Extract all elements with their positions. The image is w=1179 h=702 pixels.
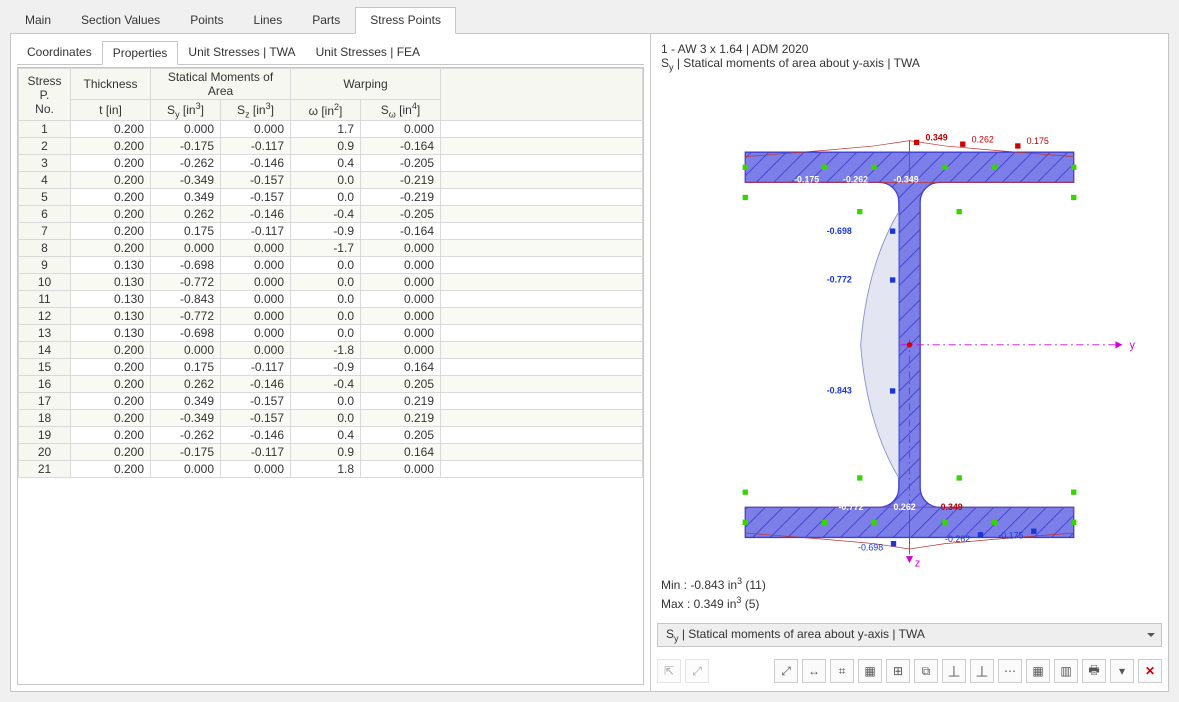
- table-row[interactable]: 50.2000.349-0.1570.0-0.219: [19, 189, 643, 206]
- viewer-tool-13[interactable]: ✕: [1138, 659, 1162, 683]
- svg-text:0.262: 0.262: [972, 135, 994, 145]
- main-tab-bar: MainSection ValuesPointsLinesPartsStress…: [10, 6, 1169, 34]
- svg-text:0.349: 0.349: [941, 502, 963, 512]
- viewer-tool-5[interactable]: ⧉: [914, 659, 938, 683]
- svg-text:-0.843: -0.843: [827, 386, 852, 396]
- col-t: t [in]: [71, 100, 151, 121]
- col-statical-group: Statical Moments of Area: [151, 69, 291, 100]
- sub-tab-properties[interactable]: Properties: [102, 41, 179, 65]
- svg-text:-0.262: -0.262: [843, 175, 868, 185]
- table-row[interactable]: 140.2000.0000.000-1.80.000: [19, 342, 643, 359]
- col-sw: Sω [in4]: [361, 100, 441, 121]
- viewer-tool-12[interactable]: ▾: [1110, 659, 1134, 683]
- sub-tab-unit-stresses-twa[interactable]: Unit Stresses | TWA: [178, 41, 305, 65]
- svg-text:-0.698: -0.698: [827, 226, 852, 236]
- table-row[interactable]: 90.130-0.6980.0000.00.000: [19, 257, 643, 274]
- viewer-tool-9[interactable]: ▦: [1026, 659, 1050, 683]
- main-tab-lines[interactable]: Lines: [239, 7, 298, 34]
- table-row[interactable]: 40.200-0.349-0.1570.0-0.219: [19, 172, 643, 189]
- table-row[interactable]: 210.2000.0000.0001.80.000: [19, 461, 643, 478]
- stress-points-grid[interactable]: Stress P. No. Thickness Statical Moments…: [17, 67, 644, 685]
- svg-text:-0.262: -0.262: [945, 534, 970, 544]
- table-row[interactable]: 70.2000.175-0.117-0.9-0.164: [19, 223, 643, 240]
- table-row[interactable]: 170.2000.349-0.1570.00.219: [19, 393, 643, 410]
- main-tab-main[interactable]: Main: [10, 7, 66, 34]
- svg-text:-0.698: -0.698: [858, 543, 883, 553]
- col-thickness-group: Thickness: [71, 69, 151, 100]
- min-max-readout: Min : -0.843 in3 (11) Max : 0.349 in3 (5…: [661, 575, 766, 613]
- svg-text:0.349: 0.349: [925, 133, 947, 143]
- svg-text:-0.772: -0.772: [838, 502, 863, 512]
- table-row[interactable]: 190.200-0.262-0.1460.40.205: [19, 427, 643, 444]
- viewer-tool-0[interactable]: ⤢: [774, 659, 798, 683]
- main-tab-stress-points[interactable]: Stress Points: [355, 7, 456, 34]
- svg-text:-0.772: -0.772: [827, 275, 852, 285]
- viewer-tool-1[interactable]: ↔: [802, 659, 826, 683]
- svg-text:-0.175: -0.175: [794, 175, 819, 185]
- sub-tab-bar: CoordinatesPropertiesUnit Stresses | TWA…: [17, 40, 644, 65]
- table-row[interactable]: 10.2000.0000.0001.70.000: [19, 121, 643, 138]
- sub-tab-unit-stresses-fea[interactable]: Unit Stresses | FEA: [306, 41, 430, 65]
- col-sz: Sz [in3]: [221, 100, 291, 121]
- table-row[interactable]: 80.2000.0000.000-1.70.000: [19, 240, 643, 257]
- svg-text:0.262: 0.262: [894, 502, 916, 512]
- svg-text:y: y: [1130, 340, 1136, 352]
- col-warping-group: Warping: [291, 69, 441, 100]
- table-row[interactable]: 200.200-0.175-0.1170.90.164: [19, 444, 643, 461]
- table-row[interactable]: 30.200-0.262-0.1460.4-0.205: [19, 155, 643, 172]
- table-row[interactable]: 160.2000.262-0.146-0.40.205: [19, 376, 643, 393]
- viewer-tool-7[interactable]: 丄: [970, 659, 994, 683]
- viewer-tool-8[interactable]: ⋯: [998, 659, 1022, 683]
- viewer-tool-3[interactable]: ▦: [858, 659, 882, 683]
- col-w: ω [in2]: [291, 100, 361, 121]
- table-row[interactable]: 150.2000.175-0.117-0.90.164: [19, 359, 643, 376]
- viewer-toolbar: ⇱⤢ ⤢↔⌗▦⊞⧉丄丄⋯▦▥🖶▾✕: [657, 657, 1162, 685]
- main-tab-section-values[interactable]: Section Values: [66, 7, 175, 34]
- svg-text:0.175: 0.175: [1027, 137, 1049, 147]
- viewer-tool-10[interactable]: ▥: [1054, 659, 1078, 683]
- viewer-tool-left-0[interactable]: ⇱: [657, 659, 681, 683]
- viewer-tool-6[interactable]: 丄: [942, 659, 966, 683]
- table-row[interactable]: 120.130-0.7720.0000.00.000: [19, 308, 643, 325]
- viewer-subtitle: Sy | Statical moments of area about y-ax…: [661, 56, 1158, 72]
- main-tab-parts[interactable]: Parts: [297, 7, 355, 34]
- table-row[interactable]: 60.2000.262-0.146-0.4-0.205: [19, 206, 643, 223]
- sub-tab-coordinates[interactable]: Coordinates: [17, 41, 102, 65]
- main-tab-points[interactable]: Points: [175, 7, 238, 34]
- viewer-tool-2[interactable]: ⌗: [830, 659, 854, 683]
- table-row[interactable]: 180.200-0.349-0.1570.00.219: [19, 410, 643, 427]
- viewer-tool-11[interactable]: 🖶: [1082, 659, 1106, 683]
- result-type-combo[interactable]: Sy | Statical moments of area about y-ax…: [657, 623, 1162, 647]
- viewer-title: 1 - AW 3 x 1.64 | ADM 2020: [661, 42, 1158, 56]
- table-row[interactable]: 20.200-0.175-0.1170.9-0.164: [19, 138, 643, 155]
- table-row[interactable]: 110.130-0.8430.0000.00.000: [19, 291, 643, 308]
- svg-text:-0.349: -0.349: [894, 175, 919, 185]
- table-row[interactable]: 130.130-0.6980.0000.00.000: [19, 325, 643, 342]
- svg-text:-0.175: -0.175: [998, 531, 1023, 541]
- section-viewer[interactable]: y z 0.349 0.262 0.175 -0.175 -0.262 -0.349 -0.69…: [657, 114, 1162, 576]
- table-row[interactable]: 100.130-0.7720.0000.00.000: [19, 274, 643, 291]
- viewer-tool-4[interactable]: ⊞: [886, 659, 910, 683]
- svg-text:z: z: [915, 558, 920, 570]
- col-no: Stress P. No.: [19, 69, 71, 121]
- viewer-tool-left-1[interactable]: ⤢: [685, 659, 709, 683]
- col-sy: Sy [in3]: [151, 100, 221, 121]
